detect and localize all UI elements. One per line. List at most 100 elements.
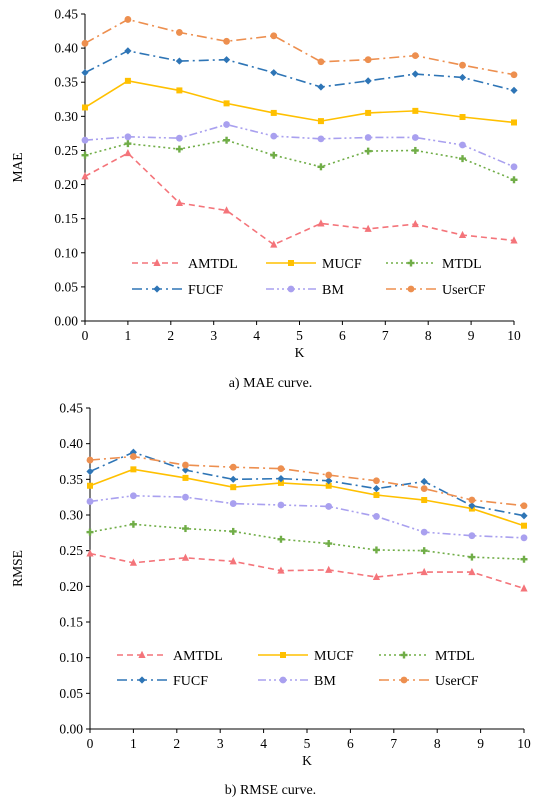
- rmse-point-usercf: [229, 463, 237, 471]
- rmse-point-usercf: [130, 453, 137, 460]
- rmse-x-tick-label: 6: [347, 736, 354, 751]
- mae-point-mucf: [270, 109, 277, 116]
- mae-point-usercf: [317, 58, 325, 66]
- mae-line-mtdl: [84, 139, 515, 181]
- mae-series-bm: [81, 121, 518, 171]
- rmse-y-tick-label: 0.25: [59, 543, 83, 558]
- mae-x-tick-label: 6: [339, 328, 346, 343]
- rmse-point-mtdl: [229, 527, 237, 535]
- mae-legend-label: UserCF: [442, 283, 486, 298]
- mae-line-amtdl: [84, 152, 515, 246]
- rmse-point-fucf: [325, 477, 333, 485]
- rmse-line-mtdl: [89, 523, 525, 561]
- rmse-x-tick-label: 10: [517, 736, 531, 751]
- mae-legend-item-fucf: FUCF: [132, 283, 223, 298]
- mae-point-bm: [175, 134, 183, 142]
- rmse-y-tick-label: 0.40: [59, 436, 83, 451]
- rmse-legend-item-amtdl: AMTDL: [117, 649, 223, 664]
- mae-point-fucf: [270, 69, 278, 77]
- rmse-x-tick-label: 2: [173, 736, 180, 751]
- mae-point-amtdl: [411, 219, 419, 228]
- mae-point-amtdl: [458, 230, 467, 239]
- mae-x-tick-label: 10: [507, 328, 521, 343]
- mae-point-mtdl: [364, 147, 372, 155]
- mae-point-mucf: [412, 107, 419, 114]
- mae-legend-item-usercf: UserCF: [386, 283, 486, 298]
- rmse-x-tick-label: 9: [477, 736, 484, 751]
- rmse-series-bm: [86, 492, 528, 542]
- rmse-legend-swatch-marker: [280, 652, 286, 658]
- rmse-point-fucf: [229, 475, 237, 483]
- mae-series-usercf: [81, 16, 518, 79]
- mae-legend-item-bm: BM: [266, 283, 344, 298]
- mae-point-mucf: [459, 114, 466, 121]
- mae-point-mtdl: [223, 136, 231, 144]
- rmse-legend-item-mucf: MUCF: [258, 649, 354, 664]
- rmse-point-usercf: [420, 485, 428, 493]
- rmse-point-amtdl: [277, 566, 285, 574]
- mae-x-tick-label: 5: [296, 328, 303, 343]
- mae-line-mucf: [84, 80, 515, 124]
- rmse-point-mtdl: [520, 555, 528, 563]
- rmse-point-amtdl: [86, 549, 94, 557]
- mae-point-fucf: [458, 73, 467, 82]
- mae-y-tick-label: 0.15: [54, 211, 78, 226]
- rmse-legend-swatch-marker: [279, 676, 287, 684]
- mae-legend-swatch-marker: [287, 285, 295, 293]
- rmse-legend-item-fucf: FUCF: [117, 674, 208, 689]
- mae-y-tick-label: 0.10: [54, 245, 78, 260]
- rmse-y-axis-label: RMSE: [10, 550, 25, 587]
- mae-point-fucf: [317, 83, 325, 91]
- rmse-point-bm: [420, 528, 428, 536]
- mae-x-tick-label: 3: [210, 328, 217, 343]
- mae-point-mucf: [365, 109, 372, 116]
- rmse-line-bm: [89, 494, 525, 539]
- rmse-point-mtdl: [181, 525, 189, 533]
- mae-series-mtdl: [81, 136, 518, 184]
- mae-point-mucf: [511, 119, 517, 126]
- rmse-point-bm: [86, 498, 94, 505]
- rmse-legend-label: BM: [314, 674, 336, 689]
- rmse-point-usercf: [373, 477, 380, 485]
- rmse-point-amtdl: [520, 584, 528, 592]
- mae-point-mtdl: [510, 176, 518, 184]
- mae-legend-swatch-marker: [407, 285, 415, 293]
- mae-series-mucf: [82, 77, 517, 126]
- rmse-point-mtdl: [420, 547, 428, 555]
- rmse-point-bm: [520, 534, 528, 542]
- rmse-point-amtdl: [229, 557, 237, 565]
- rmse-x-tick-label: 7: [390, 736, 397, 751]
- mae-y-tick-label: 0.05: [54, 279, 78, 294]
- rmse-x-tick-label: 8: [434, 736, 441, 751]
- mae-line-usercf: [84, 18, 515, 76]
- rmse-x-tick-label: 1: [130, 736, 137, 751]
- mae-legend-item-amtdl: AMTDL: [132, 257, 238, 272]
- rmse-y-tick-label: 0.20: [59, 579, 83, 594]
- rmse-point-fucf: [181, 466, 190, 474]
- rmse-x-tick-label: 0: [87, 736, 94, 751]
- mae-figure: 0.00 0.05 0.10 0.15 0.20 0.25 0.30 0.35 0.40 0.45…: [0, 0, 541, 400]
- rmse-x-tick-label: 5: [304, 736, 311, 751]
- rmse-point-amtdl: [468, 567, 476, 576]
- rmse-point-amtdl: [325, 565, 333, 573]
- rmse-point-fucf: [277, 475, 285, 483]
- rmse-point-bm: [468, 532, 476, 540]
- mae-point-bm: [411, 134, 419, 141]
- mae-point-mtdl: [317, 163, 325, 171]
- rmse-point-usercf: [86, 456, 94, 464]
- mae-point-bm: [459, 141, 466, 149]
- mae-point-bm: [364, 134, 372, 141]
- mae-point-amtdl: [124, 148, 132, 157]
- rmse-legend-label: UserCF: [435, 674, 479, 689]
- mae-y-axis-label: MAE: [10, 153, 25, 183]
- rmse-legend-swatch-marker: [138, 650, 146, 658]
- rmse-point-mucf: [87, 482, 93, 489]
- rmse-x-tick-label: 3: [217, 736, 224, 751]
- rmse-legend-swatch-marker: [400, 676, 408, 684]
- rmse-legend-label: AMTDL: [173, 649, 223, 664]
- mae-point-fucf: [411, 70, 419, 78]
- rmse-point-mucf: [277, 479, 284, 486]
- rmse-point-amtdl: [420, 567, 428, 576]
- rmse-point-usercf: [325, 471, 333, 479]
- mae-y-tick-label: 0.25: [54, 143, 78, 158]
